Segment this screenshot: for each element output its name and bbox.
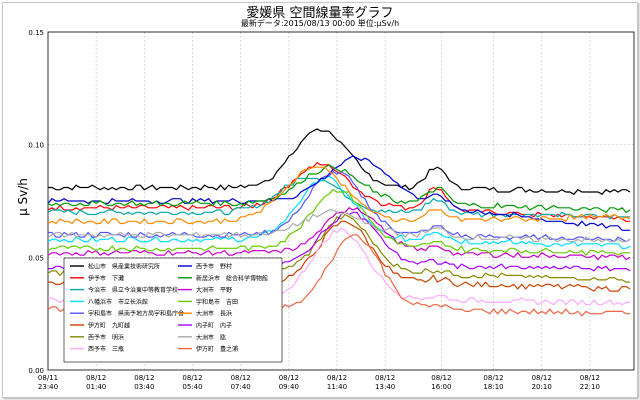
x-tick-time: 03:40 (134, 383, 154, 391)
legend-label: 西予市 三瓶 (88, 345, 124, 353)
series-line (47, 177, 631, 220)
legend-label: 今治市 県立今治東中等教育学校 (88, 286, 178, 294)
x-tick-time: 07:40 (231, 383, 251, 391)
series-line (47, 155, 631, 231)
series-line (48, 170, 631, 243)
legend-label: 宇和島市 吉田 (196, 298, 238, 306)
x-tick-date: 08/12 (532, 374, 552, 382)
series-line (47, 209, 631, 243)
series-line (47, 166, 631, 225)
x-tick-time: 13:40 (375, 383, 395, 391)
x-tick-date: 08/12 (279, 374, 299, 382)
x-tick-date: 08/12 (431, 374, 451, 382)
series-line (47, 164, 631, 214)
y-tick-label: 0.05 (28, 254, 44, 262)
chart-subtitle: 最新データ:2015/08/13 00:00 単位:μSv/h (240, 19, 400, 28)
legend-label: 伊予市 下灘 (88, 274, 124, 282)
legend-label: 大洲市 肱 (196, 333, 226, 341)
legend-label: 八幡浜市 市立长浜館 (88, 298, 148, 306)
legend-label: 大洲市 平野 (196, 286, 232, 294)
legend-label: 西予市 明浜 (88, 333, 124, 341)
x-tick-date: 08/12 (182, 374, 202, 382)
legend-label: 内子町 内子 (196, 322, 232, 330)
y-tick-label: 0.10 (28, 142, 44, 150)
legend-label: 松山市 県産業技術研究所 (88, 263, 160, 271)
y-tick-label: 0.00 (28, 367, 44, 375)
x-tick-time: 23:40 (38, 383, 58, 391)
legend-label: 伊方町 豊之浦 (196, 345, 238, 353)
x-tick-time: 05:40 (182, 383, 202, 391)
legend-label: 西予市 野村 (196, 263, 232, 271)
x-tick-date: 08/12 (134, 374, 154, 382)
legend-label: 新居浜市 総合科学博物館 (196, 274, 268, 282)
series-line (47, 207, 631, 261)
x-tick-date: 08/12 (231, 374, 251, 382)
x-tick-time: 01:40 (86, 383, 106, 391)
x-tick-time: 09:40 (279, 383, 299, 391)
legend-label: 大洲市 長浜 (196, 310, 232, 318)
x-tick-date: 08/11 (38, 374, 58, 382)
series-line (48, 128, 631, 195)
x-tick-date: 08/12 (580, 374, 600, 382)
legend-label: 宇和島市 県南予地方局宇和島庁舎 (88, 310, 184, 318)
series-line (47, 175, 631, 249)
x-tick-date: 08/12 (86, 374, 106, 382)
series-line (47, 188, 631, 256)
legend-box (63, 257, 283, 363)
x-tick-date: 08/12 (483, 374, 503, 382)
x-tick-date: 08/12 (375, 374, 395, 382)
x-tick-time: 22:10 (580, 383, 600, 391)
x-tick-time: 20:10 (532, 383, 552, 391)
plot-area (47, 31, 635, 371)
y-tick-label: 0.15 (28, 29, 44, 37)
x-tick-time: 18:10 (483, 383, 503, 391)
x-tick-time: 11:40 (327, 383, 347, 391)
x-tick-time: 16:00 (431, 383, 451, 391)
x-tick-date: 08/12 (327, 374, 347, 382)
legend-label: 伊方町 九町越 (88, 322, 130, 330)
chart-title: 愛媛県 空間線量率グラフ (246, 6, 394, 21)
